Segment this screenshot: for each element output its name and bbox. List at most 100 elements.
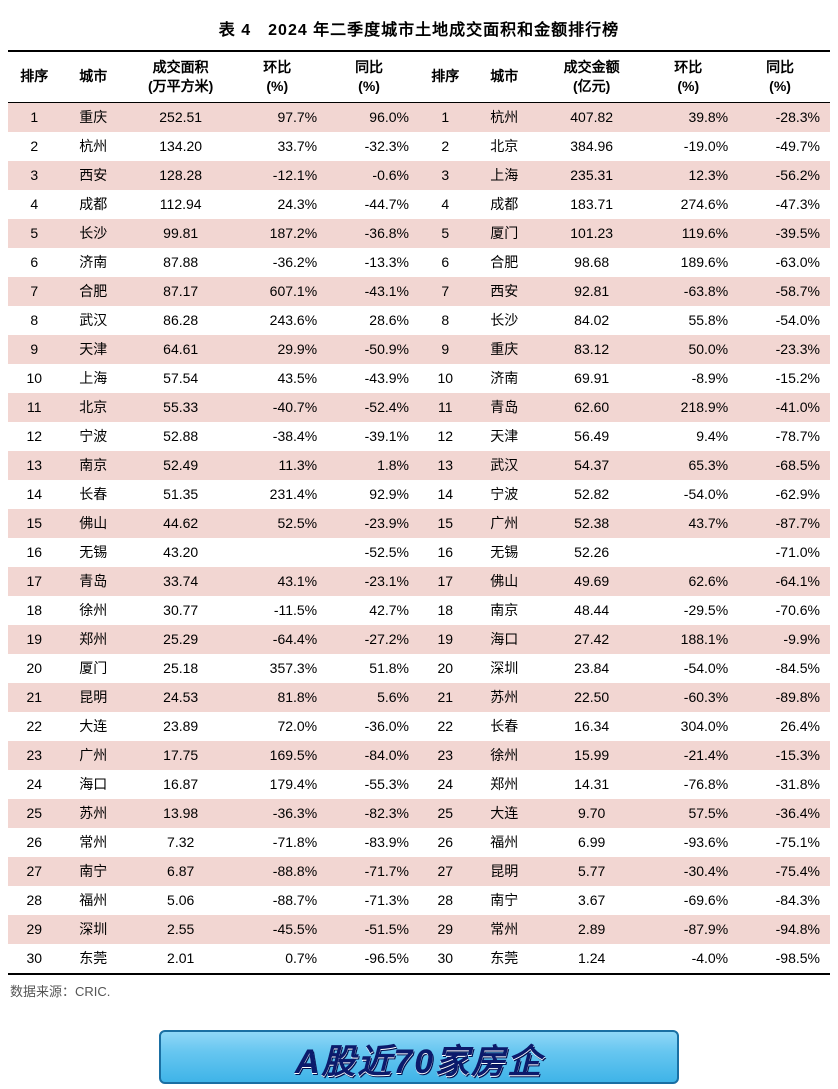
cell-value: 24.53 xyxy=(126,683,235,712)
cell-rank: 29 xyxy=(8,915,60,944)
cell-mom: 169.5% xyxy=(235,741,327,770)
promo-banner[interactable]: A股近70家房企 xyxy=(159,1030,679,1084)
cell-value: 101.23 xyxy=(537,219,646,248)
cell-rank: 16 xyxy=(8,538,60,567)
banner-zone: A股近70家房企 xyxy=(0,1000,838,1089)
table-container: 表 4 2024 年二季度城市土地成交面积和金额排行榜 排序 城市 成交面积 (… xyxy=(0,0,838,1000)
cell-yoy: -43.9% xyxy=(327,364,419,393)
cell-rank: 15 xyxy=(8,509,60,538)
cell-mom: 607.1% xyxy=(235,277,327,306)
cell-yoy: 28.6% xyxy=(327,306,419,335)
cell-yoy: -75.1% xyxy=(738,828,830,857)
cell-city: 海口 xyxy=(471,625,537,654)
th-value: 成交面积 (万平方米) xyxy=(126,52,235,102)
cell-city: 南宁 xyxy=(471,886,537,915)
cell-value: 99.81 xyxy=(126,219,235,248)
table-row: 27昆明5.77-30.4%-75.4% xyxy=(419,857,830,886)
table-row: 15广州52.3843.7%-87.7% xyxy=(419,509,830,538)
table-row: 16无锡52.26-71.0% xyxy=(419,538,830,567)
cell-yoy: 42.7% xyxy=(327,596,419,625)
cell-city: 海口 xyxy=(60,770,126,799)
cell-mom: 0.7% xyxy=(235,944,327,973)
cell-city: 昆明 xyxy=(60,683,126,712)
cell-yoy: -39.5% xyxy=(738,219,830,248)
area-table-body: 1重庆252.5197.7%96.0%2杭州134.2033.7%-32.3%3… xyxy=(8,102,419,973)
cell-mom: 231.4% xyxy=(235,480,327,509)
cell-city: 南京 xyxy=(471,596,537,625)
cell-yoy: -84.5% xyxy=(738,654,830,683)
cell-city: 青岛 xyxy=(471,393,537,422)
cell-value: 64.61 xyxy=(126,335,235,364)
cell-mom: -54.0% xyxy=(646,480,738,509)
cell-value: 52.82 xyxy=(537,480,646,509)
cell-mom: -88.8% xyxy=(235,857,327,886)
cell-rank: 29 xyxy=(419,915,471,944)
cell-value: 2.55 xyxy=(126,915,235,944)
cell-value: 13.98 xyxy=(126,799,235,828)
cell-city: 上海 xyxy=(60,364,126,393)
cell-yoy: -49.7% xyxy=(738,132,830,161)
th-yoy: 同比 (%) xyxy=(738,52,830,102)
cell-city: 成都 xyxy=(60,190,126,219)
cell-rank: 13 xyxy=(419,451,471,480)
th-mom-l1: 环比 xyxy=(674,59,702,75)
cell-mom: 218.9% xyxy=(646,393,738,422)
cell-mom: 357.3% xyxy=(235,654,327,683)
cell-value: 2.01 xyxy=(126,944,235,973)
cell-mom: 243.6% xyxy=(235,306,327,335)
cell-value: 86.28 xyxy=(126,306,235,335)
table-row: 17佛山49.6962.6%-64.1% xyxy=(419,567,830,596)
cell-value: 2.89 xyxy=(537,915,646,944)
table-row: 13南京52.4911.3%1.8% xyxy=(8,451,419,480)
th-yoy-l2: (%) xyxy=(358,78,380,94)
cell-mom: 33.7% xyxy=(235,132,327,161)
cell-mom: 65.3% xyxy=(646,451,738,480)
cell-yoy: -31.8% xyxy=(738,770,830,799)
cell-value: 235.31 xyxy=(537,161,646,190)
cell-yoy: -84.0% xyxy=(327,741,419,770)
cell-city: 大连 xyxy=(471,799,537,828)
cell-rank: 19 xyxy=(419,625,471,654)
cell-mom: -11.5% xyxy=(235,596,327,625)
cell-city: 深圳 xyxy=(60,915,126,944)
cell-value: 49.69 xyxy=(537,567,646,596)
cell-mom: 55.8% xyxy=(646,306,738,335)
cell-rank: 20 xyxy=(8,654,60,683)
table-row: 19海口27.42188.1%-9.9% xyxy=(419,625,830,654)
th-yoy-l2: (%) xyxy=(769,78,791,94)
cell-value: 112.94 xyxy=(126,190,235,219)
cell-city: 昆明 xyxy=(471,857,537,886)
cell-city: 北京 xyxy=(471,132,537,161)
cell-yoy: -87.7% xyxy=(738,509,830,538)
table-row: 20厦门25.18357.3%51.8% xyxy=(8,654,419,683)
table-row: 12宁波52.88-38.4%-39.1% xyxy=(8,422,419,451)
th-rank: 排序 xyxy=(419,52,471,102)
cell-city: 合肥 xyxy=(60,277,126,306)
cell-city: 深圳 xyxy=(471,654,537,683)
amount-table: 排序 城市 成交金额 (亿元) 环比 (%) 同比 (%) xyxy=(419,52,830,973)
cell-mom: 43.1% xyxy=(235,567,327,596)
cell-yoy: -70.6% xyxy=(738,596,830,625)
cell-city: 重庆 xyxy=(471,335,537,364)
cell-city: 常州 xyxy=(471,915,537,944)
cell-rank: 21 xyxy=(419,683,471,712)
table-row: 5长沙99.81187.2%-36.8% xyxy=(8,219,419,248)
cell-rank: 18 xyxy=(419,596,471,625)
cell-yoy: 5.6% xyxy=(327,683,419,712)
cell-rank: 1 xyxy=(419,102,471,132)
table-row: 2杭州134.2033.7%-32.3% xyxy=(8,132,419,161)
cell-mom: 29.9% xyxy=(235,335,327,364)
cell-value: 5.06 xyxy=(126,886,235,915)
cell-mom: -21.4% xyxy=(646,741,738,770)
cell-rank: 13 xyxy=(8,451,60,480)
cell-rank: 28 xyxy=(8,886,60,915)
cell-value: 52.26 xyxy=(537,538,646,567)
table-row: 23广州17.75169.5%-84.0% xyxy=(8,741,419,770)
cell-rank: 6 xyxy=(8,248,60,277)
cell-yoy: -28.3% xyxy=(738,102,830,132)
cell-mom: 188.1% xyxy=(646,625,738,654)
cell-value: 57.54 xyxy=(126,364,235,393)
table-row: 13武汉54.3765.3%-68.5% xyxy=(419,451,830,480)
cell-rank: 8 xyxy=(419,306,471,335)
cell-mom: 119.6% xyxy=(646,219,738,248)
